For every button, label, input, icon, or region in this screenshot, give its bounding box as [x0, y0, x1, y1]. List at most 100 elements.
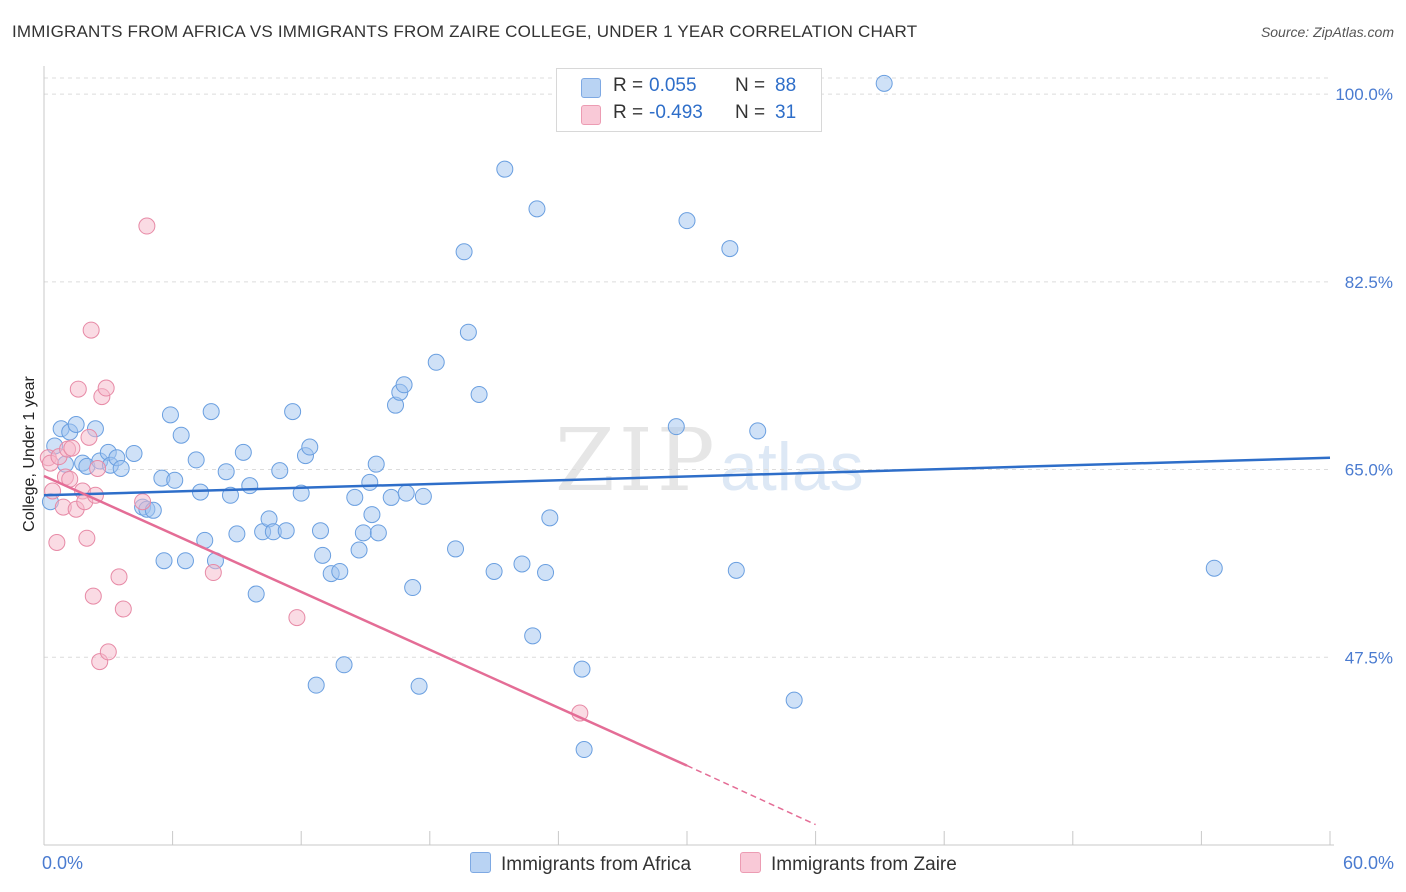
legend-n-value: 31	[775, 102, 797, 123]
zaire-point	[78, 529, 96, 547]
africa-point	[363, 506, 381, 524]
africa-point	[247, 585, 265, 603]
zaire-point	[114, 600, 132, 618]
legend-n-label: N =	[735, 102, 766, 123]
legend-item-zaire: Immigrants from Zaire	[740, 852, 957, 876]
africa-point	[1205, 559, 1223, 577]
africa-point	[155, 552, 173, 570]
y-tick-label: 82.5%	[1345, 273, 1393, 292]
africa-point	[125, 444, 143, 462]
legend-r-label: R =	[613, 75, 644, 96]
africa-point	[361, 473, 379, 491]
zaire-point	[82, 321, 100, 339]
zaire-point	[44, 482, 62, 500]
africa-point	[727, 561, 745, 579]
x-axis-min-label: 0.0%	[42, 853, 84, 873]
watermark-zip: ZIP	[555, 411, 719, 511]
zaire-point	[99, 643, 117, 661]
africa-legend-label: Immigrants from Africa	[501, 854, 692, 875]
africa-point	[67, 415, 85, 433]
africa-point	[875, 74, 893, 92]
africa-trend-line	[43, 456, 1331, 497]
y-axis-label: College, Under 1 year	[21, 376, 38, 532]
zaire-trend-line	[43, 474, 688, 767]
zaire-legend-label: Immigrants from Zaire	[771, 854, 957, 875]
correlation-legend: R = 0.055 N = 88 R = -0.493 N = 31	[556, 68, 822, 132]
africa-point	[172, 426, 190, 444]
africa-point	[176, 552, 194, 570]
zaire-point	[97, 379, 115, 397]
africa-point	[221, 486, 239, 504]
legend-r-label: R =	[613, 102, 644, 123]
africa-point	[575, 741, 593, 759]
africa-point	[346, 488, 364, 506]
zaire-point	[89, 459, 107, 477]
africa-point	[228, 525, 246, 543]
africa-point	[404, 579, 422, 597]
y-tick-label: 65.0%	[1345, 461, 1393, 480]
africa-point	[277, 522, 295, 540]
zaire-point	[69, 380, 87, 398]
y-tick-label: 100.0%	[1335, 85, 1393, 104]
africa-point	[414, 487, 432, 505]
africa-point	[202, 403, 220, 421]
zaire-swatch	[581, 105, 601, 125]
africa-swatch	[581, 78, 601, 98]
zaire-point	[110, 568, 128, 586]
legend-r-value: -0.493	[649, 102, 703, 123]
zaire-point	[80, 428, 98, 446]
africa-point	[367, 455, 385, 473]
africa-point	[541, 509, 559, 527]
africa-point	[369, 524, 387, 542]
africa-point	[524, 627, 542, 645]
africa-point	[284, 403, 302, 421]
africa-point	[427, 353, 445, 371]
africa-point	[459, 323, 477, 341]
africa-point	[307, 676, 325, 694]
africa-point	[667, 418, 685, 436]
zaire-point	[138, 217, 156, 235]
africa-point	[678, 212, 696, 230]
source-label: Source: ZipAtlas.com	[1260, 24, 1394, 40]
africa-point	[314, 546, 332, 564]
chart-title: IMMIGRANTS FROM AFRICA VS IMMIGRANTS FRO…	[12, 22, 918, 41]
africa-point	[470, 385, 488, 403]
africa-point	[485, 562, 503, 580]
africa-point	[395, 376, 413, 394]
zaire-point	[48, 533, 66, 551]
africa-point	[721, 240, 739, 258]
africa-point	[335, 656, 353, 674]
africa-legend-swatch	[470, 852, 491, 873]
africa-point	[447, 540, 465, 558]
africa-point	[301, 438, 319, 456]
africa-point	[350, 541, 368, 559]
zaire-legend-swatch	[740, 852, 761, 873]
zaire-point	[204, 564, 222, 582]
zaire-point	[134, 493, 152, 511]
legend-n-label: N =	[735, 75, 766, 96]
zaire-point	[288, 609, 306, 627]
africa-point	[397, 484, 415, 502]
africa-point	[234, 443, 252, 461]
africa-point	[455, 243, 473, 261]
africa-point	[331, 562, 349, 580]
legend-r-value: 0.055	[649, 75, 697, 96]
legend-item-africa: Immigrants from Africa	[470, 852, 691, 876]
africa-point	[528, 200, 546, 218]
legend-n-value: 88	[775, 75, 797, 96]
x-axis-max-label: 60.0%	[1342, 853, 1394, 873]
africa-point	[410, 677, 428, 695]
africa-point	[537, 564, 555, 582]
africa-point	[354, 524, 372, 542]
africa-point	[187, 451, 205, 469]
africa-point	[785, 691, 803, 709]
africa-point	[112, 459, 130, 477]
africa-point	[311, 522, 329, 540]
africa-point	[161, 406, 179, 424]
africa-point	[513, 555, 531, 573]
zaire-trend-extension	[686, 764, 816, 826]
africa-point	[496, 160, 514, 178]
watermark-atlas: atlas	[720, 429, 864, 505]
zaire-point	[84, 587, 102, 605]
